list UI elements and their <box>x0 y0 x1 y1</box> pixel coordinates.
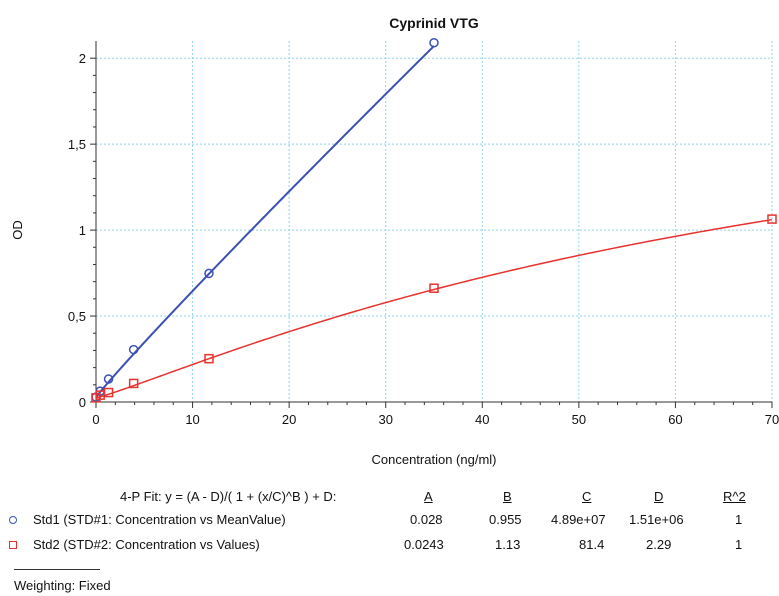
y-tick-labels: 0 0,5 1 1,5 2 <box>68 51 86 410</box>
std1-c: 4.89e+07 <box>551 512 606 527</box>
y-tick-label: 0,5 <box>68 309 86 324</box>
std1-a: 0.028 <box>410 512 443 527</box>
std1-legend-marker <box>9 516 17 524</box>
std2-r2: 1 <box>735 537 743 552</box>
std1-d: 1.51e+06 <box>629 512 684 527</box>
y-axis-label: OD <box>10 220 25 240</box>
weighting-label: Weighting: Fixed <box>14 578 111 593</box>
y-tick-label: 1 <box>79 223 86 238</box>
weighting-divider <box>14 569 100 570</box>
x-tick-label: 40 <box>475 412 489 427</box>
y-tick-label: 1,5 <box>68 137 86 152</box>
std2-point <box>103 387 114 398</box>
fit-curve-std2 <box>95 218 773 399</box>
x-axis-label: Concentration (ng/ml) <box>372 452 497 467</box>
axes <box>90 41 773 408</box>
fit-col-r2: R^2 <box>723 489 746 504</box>
std2-label: Std2 (STD#2: Concentration vs Values) <box>33 537 260 552</box>
x-tick-label: 50 <box>572 412 586 427</box>
fit-col-b: B <box>503 489 512 504</box>
fit-equation: 4-P Fit: y = (A - D)/( 1 + (x/C)^B ) + D… <box>120 489 337 504</box>
std1-point <box>103 374 114 384</box>
std2-d: 2.29 <box>646 537 672 552</box>
chart: Cyprinid VTG 0 10 20 30 40 50 60 70 0 0,5 1 1,5 2 C… <box>10 15 779 467</box>
std1-b: 0.955 <box>489 512 522 527</box>
grid <box>96 41 773 402</box>
std1-r2: 1 <box>735 512 743 527</box>
std1-point <box>204 268 214 279</box>
y-tick-label: 2 <box>79 51 86 66</box>
y-tick-label: 0 <box>79 395 86 410</box>
std2-point <box>767 214 777 224</box>
std2-point <box>429 283 439 293</box>
fit-curves <box>95 45 773 399</box>
std2-c: 81.4 <box>579 537 605 552</box>
std1-point <box>128 344 139 355</box>
x-tick-label: 70 <box>765 412 779 427</box>
fit-col-a: A <box>424 489 433 504</box>
std1-label: Std1 (STD#1: Concentration vs MeanValue) <box>33 512 286 527</box>
std2-legend-marker <box>9 541 17 549</box>
fit-col-c: C <box>582 489 592 504</box>
std2-b: 1.13 <box>495 537 521 552</box>
chart-title: Cyprinid VTG <box>389 15 479 31</box>
x-tick-label: 30 <box>378 412 392 427</box>
x-tick-label: 10 <box>185 412 199 427</box>
x-tick-labels: 0 10 20 30 40 50 60 70 <box>92 412 779 427</box>
std2-point <box>204 353 214 364</box>
std2-point <box>128 378 139 389</box>
std1-point <box>429 37 439 48</box>
fit-col-d: D <box>654 489 664 504</box>
std2-a: 0.0243 <box>404 537 444 552</box>
data-points <box>91 37 777 403</box>
x-tick-label: 0 <box>92 412 99 427</box>
x-tick-label: 60 <box>668 412 682 427</box>
x-tick-label: 20 <box>282 412 296 427</box>
fit-curve-std1 <box>95 45 435 398</box>
